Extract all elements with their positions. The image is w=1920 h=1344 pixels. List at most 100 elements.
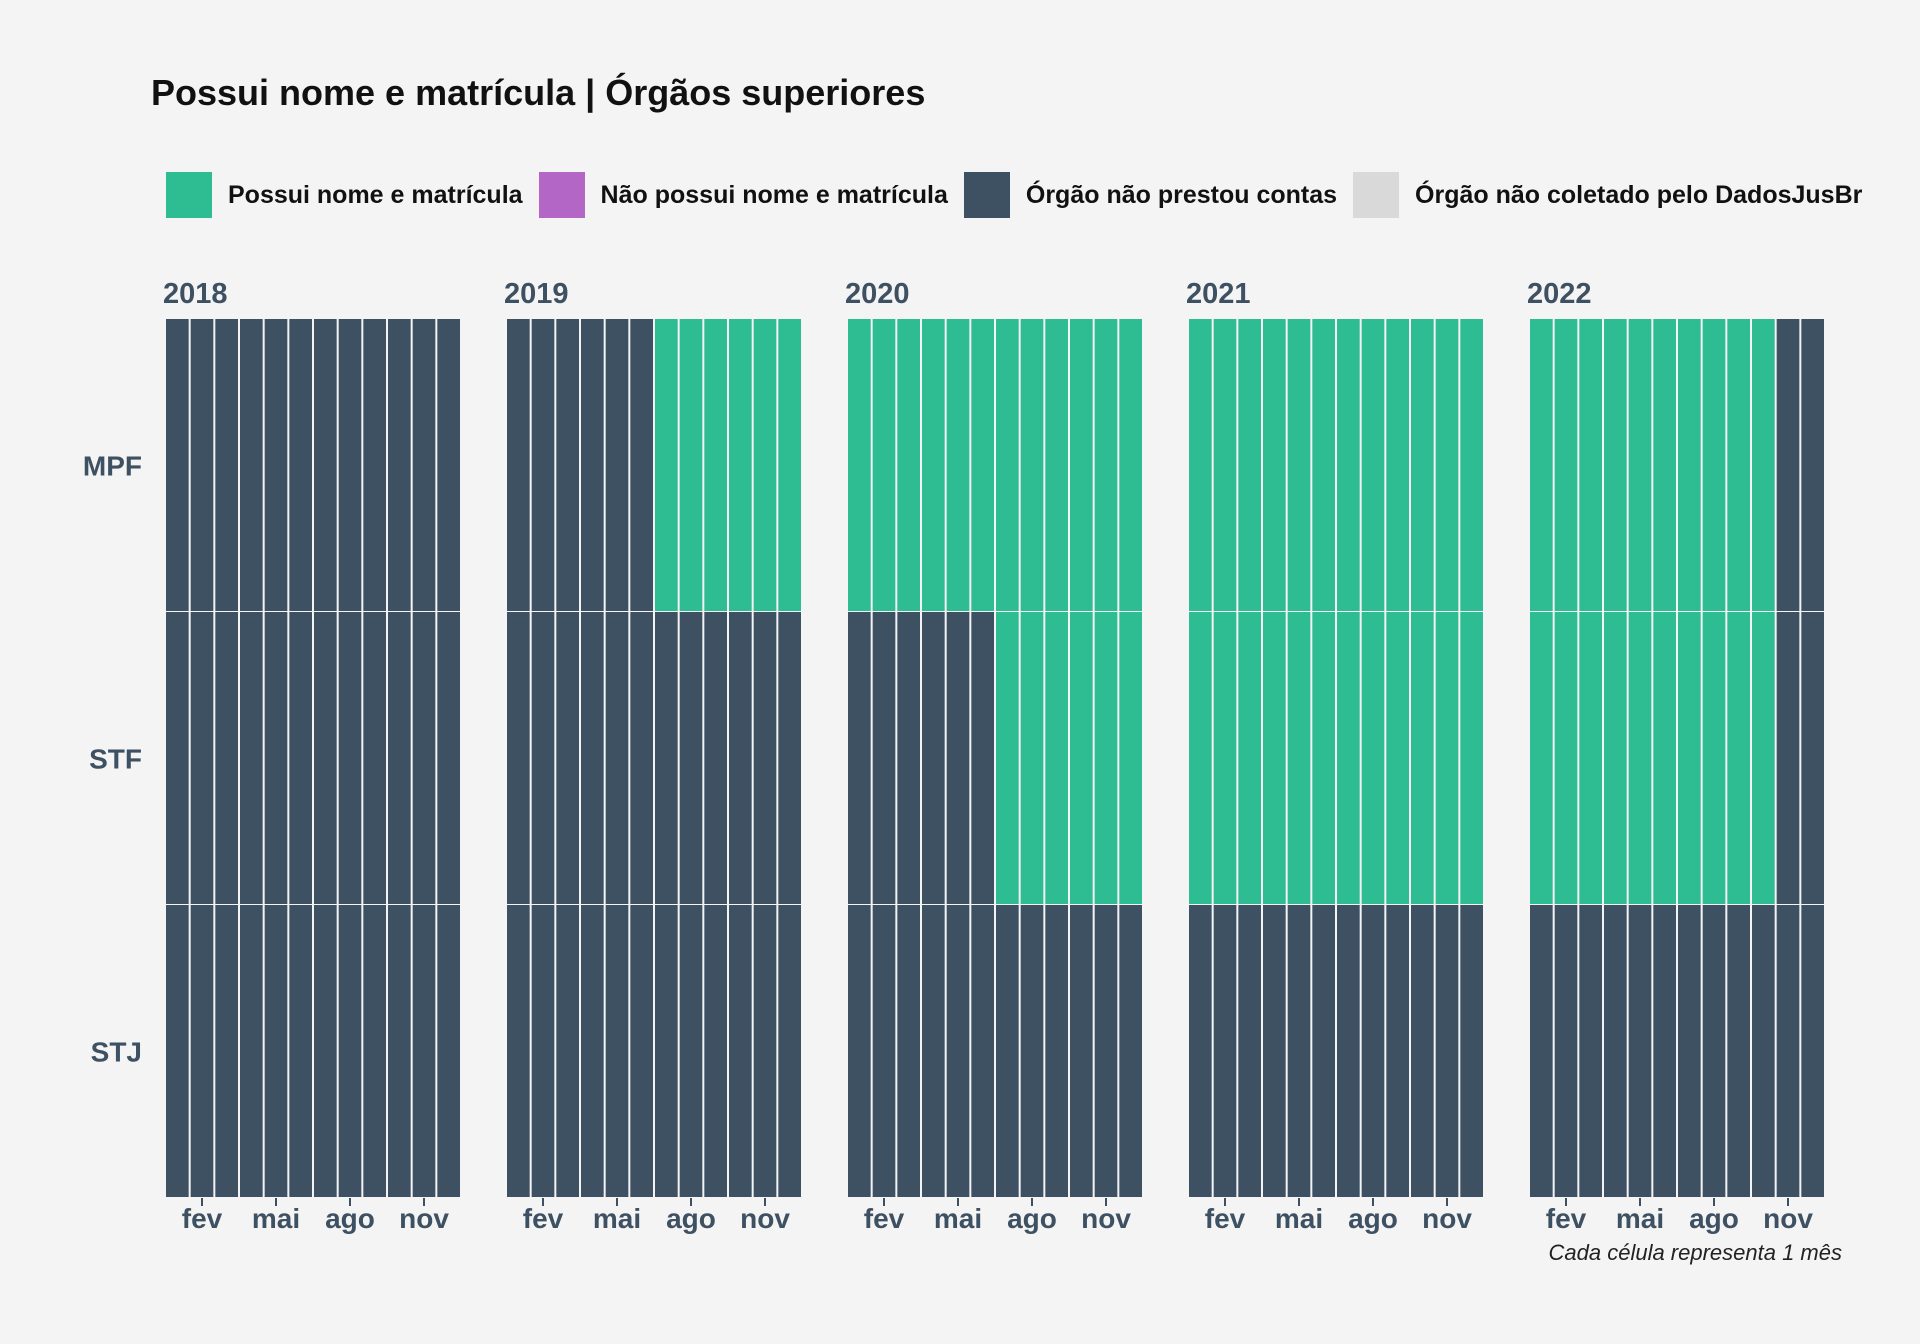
cell-2022-stf-m12	[1801, 612, 1824, 904]
cell-2019-mpf-m4	[581, 319, 604, 611]
cell-2021-stf-m3	[1238, 612, 1261, 904]
cell-2022-stj-m3	[1579, 905, 1602, 1197]
legend-label-nao-prestou: Órgão não prestou contas	[1025, 180, 1338, 209]
cell-2018-stj-m9	[363, 905, 386, 1197]
cell-2022-mpf-m10	[1752, 319, 1775, 611]
cell-2020-mpf-m8	[1020, 319, 1044, 611]
cell-2018-stf-m8	[338, 612, 362, 904]
cell-2022-stf-m4	[1604, 612, 1627, 904]
cell-2022-stf-m7	[1678, 612, 1701, 904]
cell-2021-mpf-m12	[1460, 319, 1483, 611]
cell-2022-stj-m10	[1752, 905, 1775, 1197]
cell-2021-mpf-m6	[1312, 319, 1335, 611]
cell-2020-stf-m10	[1070, 612, 1093, 904]
cell-2020-stf-m3	[897, 612, 920, 904]
tick-label-2021-fev: fev	[1205, 1203, 1246, 1234]
cell-2018-mpf-m1	[166, 319, 189, 611]
cell-2021-stj-m1	[1189, 905, 1212, 1197]
cell-2018-stj-m4	[240, 905, 263, 1197]
cell-2019-stj-m9	[704, 905, 727, 1197]
cell-2019-mpf-m7	[655, 319, 678, 611]
cell-2021-mpf-m7	[1337, 319, 1360, 611]
cell-2018-stf-m6	[289, 612, 312, 904]
cell-2022-stf-m10	[1752, 612, 1775, 904]
cell-2018-stf-m4	[240, 612, 263, 904]
cell-2021-mpf-m9	[1386, 319, 1409, 611]
legend-swatch-nao-prestou	[963, 172, 1010, 218]
facet-title-2020: 2020	[845, 278, 910, 310]
cell-2021-stj-m11	[1435, 905, 1459, 1197]
cell-2018-stf-m2	[190, 612, 214, 904]
cell-2021-mpf-m11	[1435, 319, 1459, 611]
cell-2020-mpf-m4	[922, 319, 945, 611]
cell-2018-mpf-m7	[314, 319, 337, 611]
cell-2021-stf-m4	[1263, 612, 1286, 904]
tick-label-2021-ago: ago	[1348, 1203, 1398, 1234]
cell-2019-stj-m11	[753, 905, 777, 1197]
cell-2018-stj-m1	[166, 905, 189, 1197]
cell-2019-stj-m10	[729, 905, 752, 1197]
cell-2022-mpf-m2	[1554, 319, 1578, 611]
cell-2021-stj-m8	[1361, 905, 1385, 1197]
cell-2022-stf-m5	[1628, 612, 1652, 904]
cell-2018-stj-m6	[289, 905, 312, 1197]
cell-2019-stj-m5	[605, 905, 629, 1197]
row-label-stj: STJ	[91, 1037, 142, 1068]
cell-2019-stf-m6	[630, 612, 653, 904]
cell-2022-stj-m7	[1678, 905, 1701, 1197]
cell-2018-mpf-m4	[240, 319, 263, 611]
cell-2018-stj-m3	[215, 905, 238, 1197]
legend-swatch-possui	[166, 172, 212, 218]
cell-2021-stf-m6	[1312, 612, 1335, 904]
cell-2018-stj-m11	[412, 905, 436, 1197]
cell-2021-stj-m2	[1213, 905, 1237, 1197]
row-label-mpf: MPF	[83, 451, 142, 482]
cell-2019-stf-m3	[556, 612, 579, 904]
cell-2020-mpf-m6	[971, 319, 994, 611]
cell-2021-stf-m12	[1460, 612, 1483, 904]
cell-2018-mpf-m10	[388, 319, 411, 611]
cell-2020-stf-m4	[922, 612, 945, 904]
cell-2021-stj-m5	[1287, 905, 1311, 1197]
cell-2020-mpf-m10	[1070, 319, 1093, 611]
cell-2020-stf-m12	[1119, 612, 1142, 904]
cell-2020-stf-m9	[1045, 612, 1068, 904]
tick-label-2022-nov: nov	[1763, 1203, 1813, 1234]
cell-2022-stf-m6	[1653, 612, 1676, 904]
cell-2020-stj-m2	[872, 905, 896, 1197]
cell-2019-mpf-m2	[531, 319, 555, 611]
tick-label-2021-mai: mai	[1275, 1203, 1323, 1234]
cell-2020-stf-m8	[1020, 612, 1044, 904]
cell-2020-stj-m3	[897, 905, 920, 1197]
cell-2022-mpf-m1	[1530, 319, 1553, 611]
tick-label-2020-nov: nov	[1081, 1203, 1131, 1234]
cell-2019-stj-m3	[556, 905, 579, 1197]
cell-2020-stf-m1	[848, 612, 871, 904]
legend-item-possui: Possui nome e matrícula	[166, 172, 523, 218]
cell-2018-stj-m10	[388, 905, 411, 1197]
cell-2019-mpf-m5	[605, 319, 629, 611]
cell-2019-stj-m7	[655, 905, 678, 1197]
legend-swatch-nao-possui	[538, 172, 585, 218]
row-label-stf: STF	[89, 744, 142, 775]
tick-label-2019-fev: fev	[523, 1203, 564, 1234]
cell-2018-stj-m12	[437, 905, 460, 1197]
cell-2019-stf-m8	[679, 612, 703, 904]
legend-label-possui: Possui nome e matrícula	[228, 180, 523, 209]
cell-2020-mpf-m7	[996, 319, 1019, 611]
cell-2021-mpf-m3	[1238, 319, 1261, 611]
cell-2018-stj-m7	[314, 905, 337, 1197]
cell-2018-stj-m5	[264, 905, 288, 1197]
cell-2020-mpf-m9	[1045, 319, 1068, 611]
cell-2018-mpf-m6	[289, 319, 312, 611]
cell-2020-stj-m9	[1045, 905, 1068, 1197]
cell-2018-stj-m8	[338, 905, 362, 1197]
cell-2020-stf-m5	[946, 612, 970, 904]
cell-2021-stj-m4	[1263, 905, 1286, 1197]
cell-2020-stj-m12	[1119, 905, 1142, 1197]
legend-label-nao-coletado: Órgão não coletado pelo DadosJusBr	[1415, 180, 1863, 209]
cell-2019-stj-m1	[507, 905, 530, 1197]
cell-2020-mpf-m12	[1119, 319, 1142, 611]
cell-2021-stf-m7	[1337, 612, 1360, 904]
